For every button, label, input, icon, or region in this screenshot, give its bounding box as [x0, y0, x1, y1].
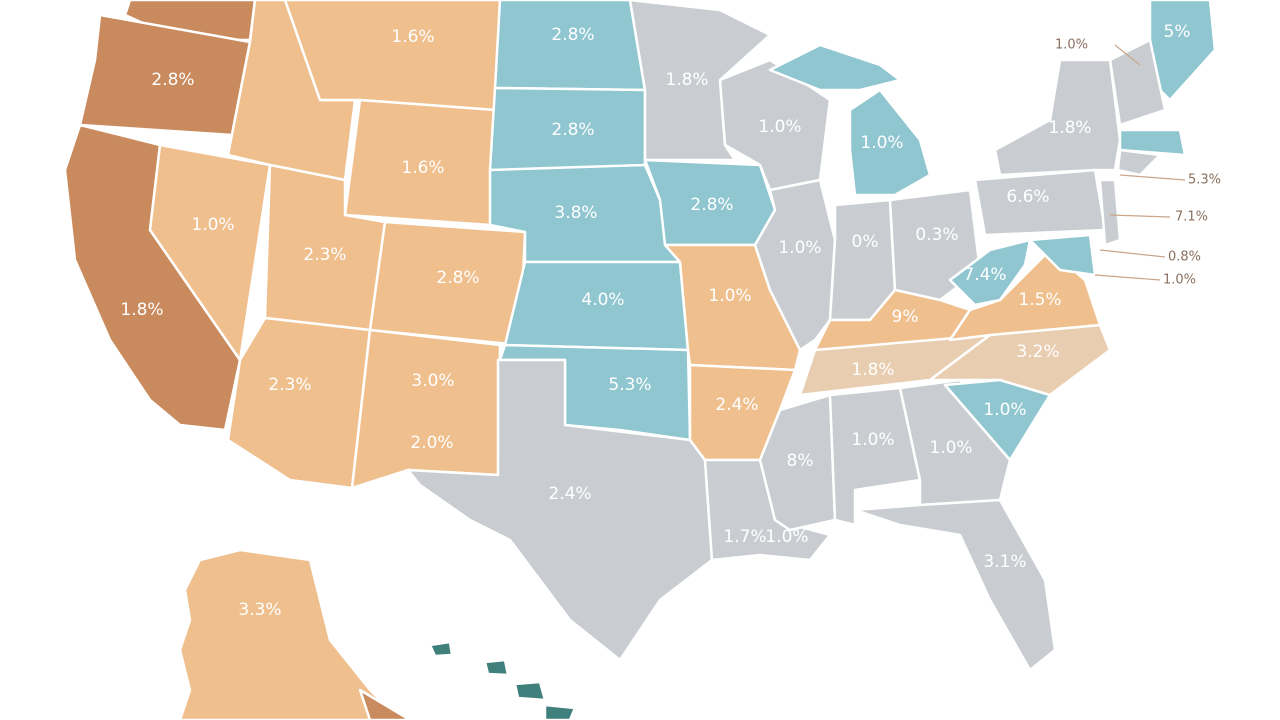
- state: [948, 238, 1032, 307]
- state: [848, 88, 932, 197]
- state-label: 8%: [787, 451, 814, 471]
- state-label: 1.0%: [851, 430, 894, 450]
- state-label: 5%: [1164, 22, 1191, 42]
- state-label: 2.8%: [551, 120, 594, 140]
- state-label: 1.8%: [120, 300, 163, 320]
- state: [178, 548, 402, 720]
- state-label: 2.0%: [410, 433, 453, 453]
- state-label: 1.5%: [1018, 290, 1061, 310]
- state: [350, 328, 502, 490]
- island: [483, 658, 510, 677]
- state-labels: 2.8% 1.6% 2.8% 1.8% 1.6% 2.8% 1.0% 1.0% …: [120, 22, 1221, 720]
- leader: [1099, 249, 1166, 258]
- state-label: 7.4%: [963, 265, 1006, 285]
- states: [63, 0, 1217, 720]
- callout-label: 1.0%: [1163, 273, 1196, 288]
- state-label: 3.8%: [554, 203, 597, 223]
- state-label: 3.3%: [238, 600, 281, 620]
- state: [78, 13, 252, 137]
- state-label: 2.8%: [551, 25, 594, 45]
- leader: [1119, 174, 1186, 181]
- callout-lines: [1094, 44, 1186, 281]
- island: [513, 680, 547, 702]
- state-label: 2.8%: [151, 70, 194, 90]
- state-label: 1.8%: [1048, 118, 1091, 138]
- leader: [1109, 214, 1171, 218]
- state-label: 1.0%: [491, 702, 534, 720]
- state-label: 3.0%: [411, 371, 454, 391]
- state-label: 2.3%: [303, 245, 346, 265]
- callout-label: 0.8%: [1168, 250, 1201, 265]
- state-label: 9%: [892, 307, 919, 327]
- state: [226, 316, 372, 490]
- state: [853, 498, 1057, 672]
- island: [543, 703, 577, 720]
- state-label: 1.8%: [665, 70, 708, 90]
- leader: [1094, 274, 1161, 281]
- state-label: 0%: [852, 232, 879, 252]
- state-label: 6.6%: [1006, 187, 1049, 207]
- state-label: 1.6%: [391, 27, 434, 47]
- state-label: 2.3%: [268, 375, 311, 395]
- state-label: 2.4%: [715, 395, 758, 415]
- state-label: 4.0%: [581, 290, 624, 310]
- state-label: 1.6%: [401, 158, 444, 178]
- state: [358, 688, 412, 720]
- leader: [1114, 44, 1141, 66]
- state-label: 1.0%: [860, 133, 903, 153]
- state-label: 1.0%: [191, 215, 234, 235]
- state-label: 1.0%: [983, 400, 1026, 420]
- state-label: 2.8%: [436, 268, 479, 288]
- callout-label: 5.3%: [1188, 173, 1221, 188]
- state-label: 0.3%: [915, 225, 958, 245]
- state: [1098, 178, 1122, 247]
- state-label: 3.1%: [983, 552, 1026, 572]
- state: [406, 358, 714, 662]
- state-label: 1.8%: [851, 360, 894, 380]
- state-label: 1.0%: [708, 286, 751, 306]
- state-label: 3.2%: [1016, 342, 1059, 362]
- state-label: 1.0%: [758, 117, 801, 137]
- state-label: 1.7%: [723, 527, 766, 547]
- state-label: 1.0%: [765, 527, 808, 547]
- state-label: 1.0%: [929, 438, 972, 458]
- state-label: 5.3%: [608, 375, 651, 395]
- state: [1118, 128, 1187, 157]
- state: [493, 0, 647, 92]
- state-label: 2.4%: [548, 484, 591, 504]
- state-label: 1.0%: [778, 238, 821, 258]
- callout-label: 7.1%: [1175, 210, 1208, 225]
- callout-label: 1.0%: [1055, 38, 1088, 53]
- state: [768, 43, 902, 92]
- state: [1116, 148, 1162, 177]
- state: [753, 178, 837, 352]
- state: [1108, 38, 1167, 127]
- state: [283, 0, 502, 112]
- state-label: 2.8%: [690, 195, 733, 215]
- island: [428, 640, 454, 658]
